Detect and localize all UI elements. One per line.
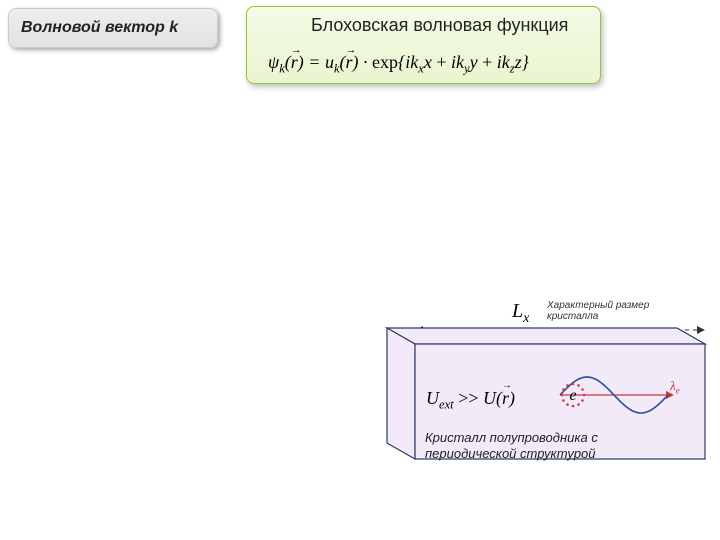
bloch-formula: ψk(r→) = uk(r→) · exp{ikxx + ikyy + ikzz… — [268, 52, 529, 77]
svg-text:e: e — [569, 387, 576, 404]
u-formula: Uext >> U(r→) — [426, 388, 515, 413]
lambda-label: λe — [670, 378, 680, 396]
lx-label: Характерный размер кристалла — [547, 300, 697, 322]
bloch-title: Блоховская волновая функция — [311, 15, 586, 36]
crystal-label: Кристалл полупроводника с периодической … — [425, 430, 655, 461]
title-text: Волновой вектор k — [21, 19, 178, 37]
title-box: Волновой вектор k — [8, 8, 218, 48]
lx-symbol: Lx — [512, 300, 529, 327]
